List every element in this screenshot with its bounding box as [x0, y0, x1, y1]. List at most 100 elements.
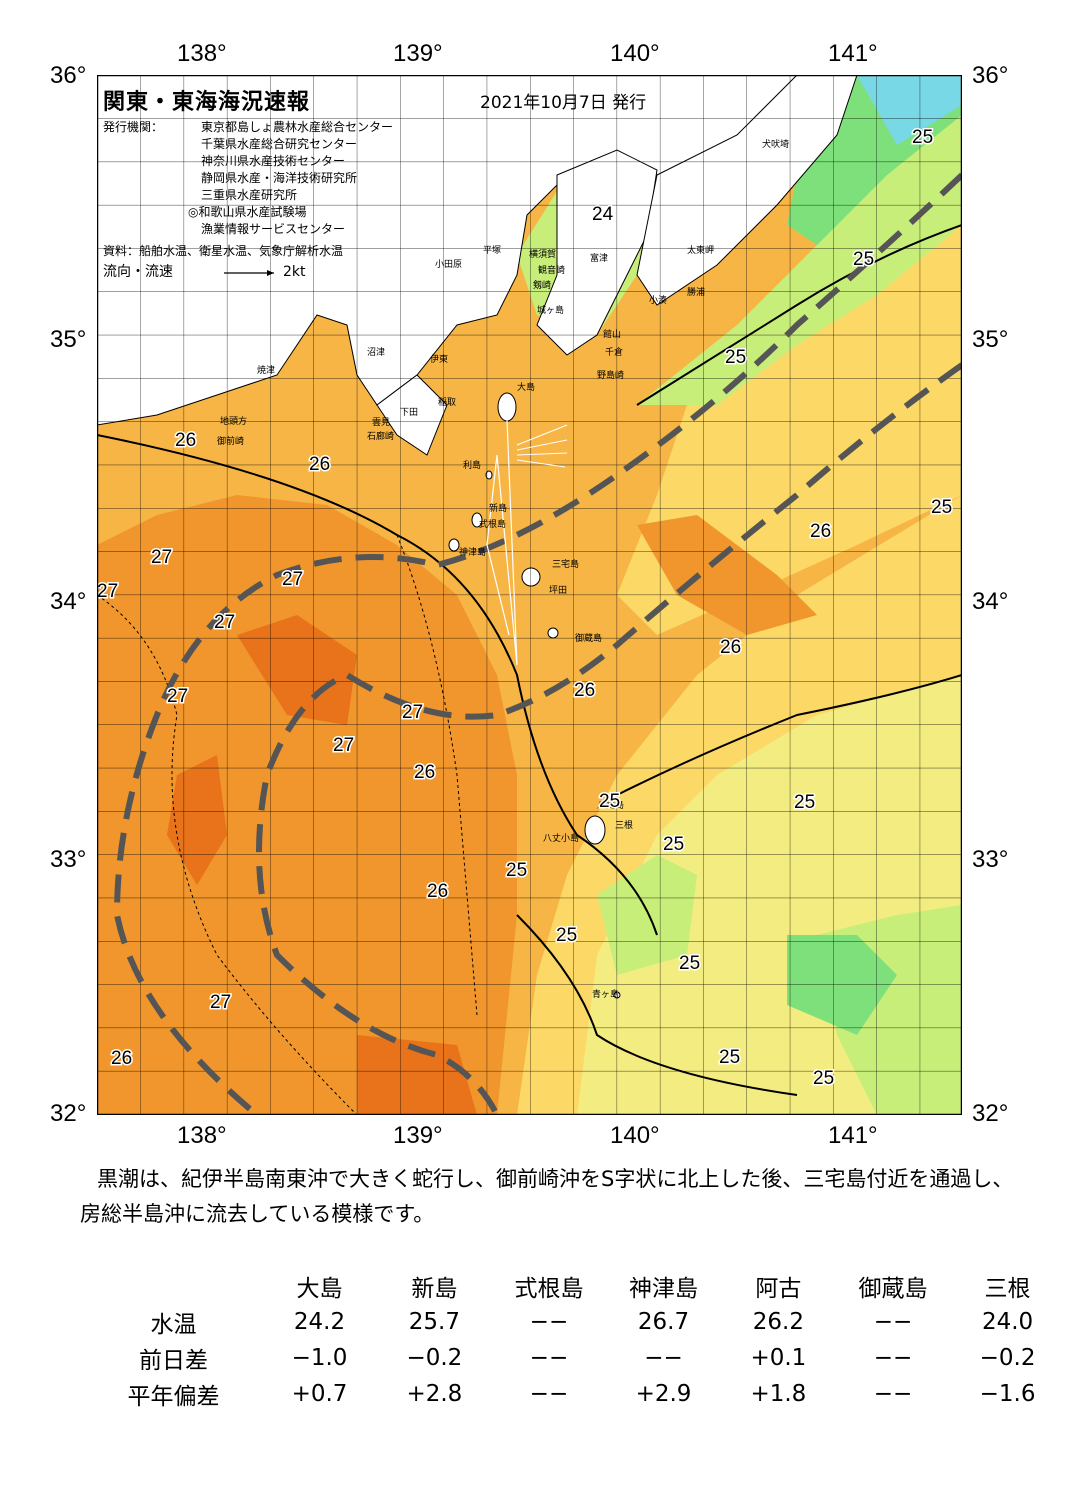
place-katsuura: 勝浦 — [687, 286, 705, 298]
isobath-line-a — [97, 594, 358, 1115]
place-kumomi: 雲見 — [372, 417, 390, 428]
isotherm-line-c — [616, 674, 962, 796]
issuer-list: 東京都島しょ農林水産総合センター 千葉県水産総合研究センター 神奈川県水産技術セ… — [201, 119, 393, 204]
isotherm-label: 25 — [912, 127, 933, 148]
isotherm-label: 27 — [97, 581, 118, 602]
place-shimoda: 下田 — [400, 407, 418, 418]
row-header: 前日差 — [139, 1348, 209, 1374]
kuroshio-axis-outer — [113, 172, 962, 1115]
column-header: 神津島 — [629, 1276, 699, 1302]
lat-label-34-left: 34° — [50, 588, 87, 615]
column-header: 大島 — [296, 1276, 343, 1302]
lat-label-32-left: 32° — [50, 1100, 87, 1127]
isotherm-label: 27 — [151, 547, 172, 568]
lon-label-138-bottom: 138° — [177, 1122, 227, 1149]
place-tateyama: 館山 — [603, 328, 621, 340]
issuer-item: 東京都島しょ農林水産総合センター — [201, 120, 394, 134]
isotherm-label: 25 — [599, 791, 620, 812]
observation-table: 大島 新島 式根島 神津島 阿古 御蔵島 三根 水温 24.2 25.7 −− … — [85, 1268, 1065, 1412]
issuer-item: 漁業情報サービスセンター — [201, 222, 346, 236]
flow-vector-track — [486, 419, 518, 666]
isotherm-line-b — [636, 224, 962, 406]
table-cell: +1.8 — [750, 1381, 807, 1407]
isotherm-label: 26 — [175, 430, 196, 451]
table-cell: +0.7 — [291, 1381, 348, 1407]
narrative-text: 黒潮は、紀伊半島南東沖で大きく蛇行し、御前崎沖をS字状に北上した後、三宅島付近を… — [80, 1167, 1014, 1226]
place-inatori: 稲取 — [438, 396, 456, 408]
isotherm-label: 26 — [111, 1048, 132, 1069]
place-nojimazaki: 野島崎 — [597, 369, 624, 381]
isotherm-label: 27 — [167, 686, 188, 707]
table-cell: −1.6 — [979, 1381, 1036, 1407]
lat-label-33-right: 33° — [972, 846, 1009, 873]
table-cell: −− — [529, 1309, 569, 1335]
issuer-item: 千葉県水産総合研究センター — [201, 137, 358, 151]
place-toshima: 利島 — [463, 459, 481, 471]
issuer-item: 静岡県水産・海洋技術研究所 — [201, 171, 358, 185]
table-cell: 26.2 — [752, 1309, 804, 1335]
lat-label-32-right: 32° — [972, 1100, 1009, 1127]
place-kominato: 小湊 — [649, 294, 667, 306]
column-header: 式根島 — [514, 1276, 584, 1302]
place-tsubota: 坪田 — [549, 585, 567, 596]
place-yokosuka: 横須賀 — [529, 248, 556, 260]
column-header: 新島 — [411, 1276, 458, 1302]
isotherm-label: 26 — [414, 762, 435, 783]
table-cell: +2.9 — [635, 1381, 692, 1407]
isotherm-label: 25 — [719, 1047, 740, 1068]
isotherm-label: 26 — [309, 454, 330, 475]
place-miyakejima: 三宅島 — [552, 558, 579, 570]
table-row: 平年偏差 +0.7 +2.8 −− +2.9 +1.8 −− −1.6 — [85, 1376, 1065, 1412]
place-mikurajima: 御蔵島 — [575, 632, 602, 644]
lat-label-36-right: 36° — [972, 62, 1009, 89]
place-chikura: 千倉 — [605, 346, 623, 358]
isobath-line-b — [396, 534, 478, 1016]
issuer-item: 神奈川県水産技術センター — [201, 154, 346, 168]
place-oshima: 大島 — [517, 381, 535, 393]
isotherm-label: 25 — [506, 860, 527, 881]
isotherm-label: 25 — [931, 497, 952, 518]
column-header: 御蔵島 — [858, 1276, 928, 1302]
issue-date: 2021年10月7日 発行 — [480, 93, 647, 113]
isotherm-label: 25 — [794, 792, 815, 813]
data-sources: 資料：船舶水温、衛星水温、気象庁解析水温 — [103, 244, 344, 258]
isotherm-label: 27 — [282, 569, 303, 590]
place-inubosaki: 犬吠埼 — [762, 138, 789, 150]
map-frame — [97, 75, 962, 1115]
lat-label-36-left: 36° — [50, 62, 87, 89]
issuer-item: 三重県水産研究所 — [201, 188, 298, 202]
isotherm-label: 25 — [556, 925, 577, 946]
place-shikinejima: 式根島 — [479, 518, 506, 530]
place-taitomisaki: 太東岬 — [687, 244, 714, 256]
isotherm-label: 26 — [720, 637, 741, 658]
lon-label-141-top: 141° — [828, 40, 878, 67]
map-title: 関東・東海海況速報 — [103, 90, 311, 115]
table-cell: +0.1 — [750, 1345, 807, 1371]
table-cell: −− — [873, 1345, 913, 1371]
place-futtsu: 富津 — [590, 252, 608, 264]
place-kozushima: 神津島 — [459, 546, 486, 558]
place-yaizu: 焼津 — [257, 365, 275, 376]
isotherm-label: 25 — [679, 953, 700, 974]
place-jogashima: 城ヶ島 — [537, 304, 564, 316]
kuroshio-axis-inner — [256, 362, 962, 1115]
column-header: 阿古 — [755, 1276, 802, 1302]
table-cell: −0.2 — [979, 1345, 1036, 1371]
place-tsurugisaki: 剱崎 — [533, 279, 551, 291]
lat-label-34-right: 34° — [972, 588, 1009, 615]
place-irozaki: 石廊崎 — [367, 430, 394, 442]
isotherm-label: 25 — [663, 834, 684, 855]
isotherm-label: 25 — [725, 347, 746, 368]
isotherm-label: 26 — [574, 680, 595, 701]
place-hachijojima: 八丈島 — [597, 799, 624, 811]
row-header: 平年偏差 — [127, 1384, 220, 1410]
table-cell: −0.2 — [406, 1345, 463, 1371]
place-omaezaki: 御前崎 — [217, 435, 244, 447]
table-cell: −− — [529, 1345, 569, 1371]
lon-label-140-bottom: 140° — [610, 1122, 660, 1149]
isotherm-line-d — [516, 914, 798, 1096]
isotherm-line-a — [97, 434, 658, 936]
lon-label-138-top: 138° — [177, 40, 227, 67]
place-ito: 伊東 — [430, 353, 448, 365]
lat-label-35-left: 35° — [50, 326, 87, 353]
